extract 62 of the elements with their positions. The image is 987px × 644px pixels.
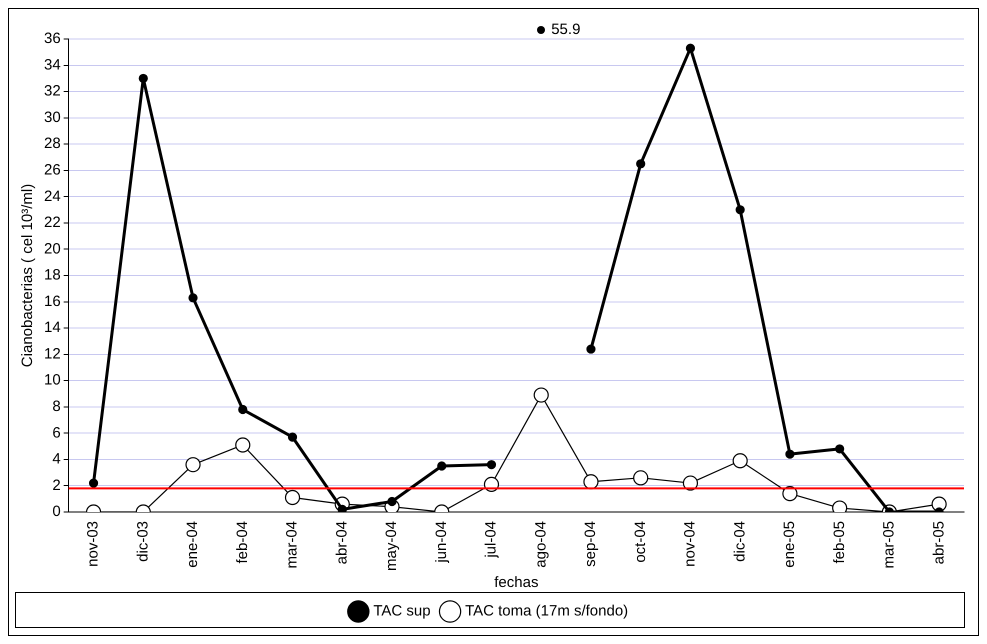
x-tick-label: jun-04 [432, 520, 450, 564]
point [583, 474, 599, 490]
y-tick-label: 8 [52, 398, 61, 416]
point [437, 461, 446, 471]
y-tick-label: 26 [44, 162, 61, 179]
x-tick-label: oct-04 [632, 520, 649, 563]
y-tick-label: 36 [44, 30, 61, 48]
x-tick-label: dic-04 [731, 520, 748, 562]
x-tick-label: abr-05 [930, 520, 948, 564]
x-tick-label: ago-04 [532, 520, 550, 568]
y-tick-label: 6 [52, 424, 61, 442]
y-tick-label: 4 [52, 450, 61, 468]
point [188, 293, 198, 302]
point [238, 404, 248, 414]
y-tick-label: 18 [44, 266, 61, 284]
x-tick-label: feb-05 [830, 520, 848, 564]
point [185, 457, 201, 472]
y-tick-label: 28 [44, 135, 61, 152]
y-tick-label: 20 [44, 240, 61, 258]
x-tick-label: sep-04 [582, 520, 600, 567]
y-tick-label: 14 [44, 319, 61, 336]
point [586, 344, 596, 354]
x-tick-label: ene-04 [184, 520, 202, 568]
x-tick-label: feb-04 [234, 520, 251, 564]
legend-label: TAC sup [373, 602, 431, 620]
y-tick-label: 16 [44, 292, 61, 310]
point [284, 490, 300, 506]
point [686, 44, 696, 53]
y-tick-label: 22 [44, 214, 61, 232]
point [835, 444, 844, 454]
y-tick-label: 24 [44, 188, 61, 205]
point [235, 437, 250, 453]
x-tick-label: dic-03 [134, 520, 152, 562]
x-tick-label: nov-04 [682, 520, 699, 567]
point [785, 450, 795, 459]
point [138, 74, 148, 84]
x-axis-title: fechas [494, 574, 538, 592]
point [636, 159, 646, 168]
x-tick-label: ene-05 [781, 520, 798, 568]
x-tick-label: jul-04 [482, 520, 500, 559]
y-axis-title: Cianobacterias ( cel 10³/ml) [19, 184, 36, 368]
x-tick-label: abr-04 [333, 520, 350, 564]
y-tick-label: 2 [52, 476, 61, 494]
x-tick-label: mar-04 [284, 520, 301, 568]
point [288, 432, 298, 442]
point [736, 205, 745, 214]
legend-label: TAC toma (17m s/fondo) [465, 602, 628, 620]
point [88, 478, 98, 488]
x-tick-label: nov-03 [84, 520, 102, 567]
point [534, 387, 549, 403]
text: 55.9 [551, 21, 580, 38]
y-tick-label: 12 [44, 345, 61, 362]
y-tick-label: 30 [44, 108, 61, 126]
x-tick-label: mar-05 [880, 520, 898, 568]
y-tick-label: 0 [52, 503, 61, 520]
point [486, 460, 496, 470]
x-tick-label: may-04 [383, 520, 400, 572]
y-tick-label: 34 [44, 56, 61, 74]
y-tick-label: 32 [44, 82, 61, 100]
point [633, 470, 648, 486]
y-tick-label: 10 [44, 372, 61, 389]
point [732, 453, 748, 468]
